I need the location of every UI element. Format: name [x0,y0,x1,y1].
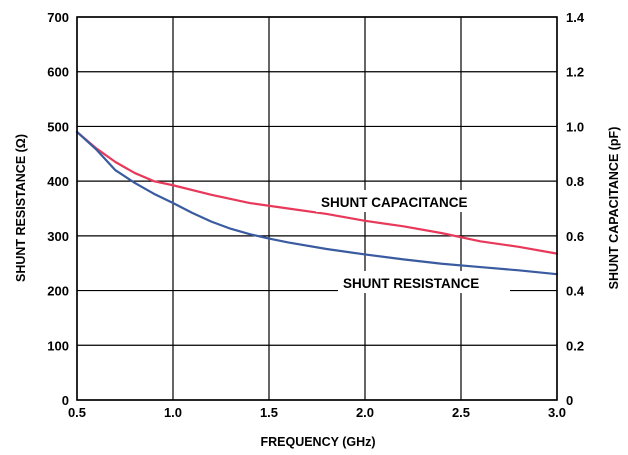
y-right-tick-label: 0.4 [566,284,585,299]
y-right-tick-label: 0 [566,393,573,408]
y-right-tick-label: 0.8 [566,174,584,189]
series-layer [75,130,559,276]
y-axis-right-title: SHUNT CAPACITANCE (pF) [607,127,621,290]
y-left-tick-label: 700 [47,10,69,25]
y-right-tick-label: 1.0 [566,119,584,134]
x-tick-label: 2.5 [452,405,470,420]
y-right-tick-label: 0.2 [566,338,584,353]
y-right-tick-label: 1.4 [566,10,585,25]
res-label-backdrop [338,271,510,293]
y-right-tick-label: 1.2 [566,65,584,80]
tick-labels: 0.5 1.0 1.5 2.0 2.5 3.00100200300400500600700… [47,10,585,420]
y-axis-left-title: SHUNT RESISTANCE (Ω) [14,134,28,282]
x-tick-label: 3.0 [548,405,566,420]
y-left-tick-label: 0 [62,393,69,408]
y-left-tick-label: 600 [47,65,69,80]
y-left-tick-label: 200 [47,284,69,299]
shunt-capacitance-label: SHUNT CAPACITANCE [321,195,468,210]
y-left-tick-label: 500 [47,119,69,134]
x-tick-label: 1.0 [164,405,182,420]
shunt-resistance-line [75,130,559,276]
x-tick-label: 0.5 [68,405,86,420]
x-axis-title: FREQUENCY (GHz) [260,435,375,449]
y-left-tick-label: 400 [47,174,69,189]
cap-label-backdrop [316,190,502,212]
shunt-capacitance-line [75,130,559,255]
y-left-tick-label: 300 [47,229,69,244]
plot-frame [76,16,558,401]
shunt-resistance-label: SHUNT RESISTANCE [343,276,479,291]
x-tick-label: 1.5 [260,405,278,420]
x-tick-label: 2.0 [356,405,374,420]
y-right-tick-label: 0.6 [566,229,584,244]
y-left-tick-label: 100 [47,338,69,353]
